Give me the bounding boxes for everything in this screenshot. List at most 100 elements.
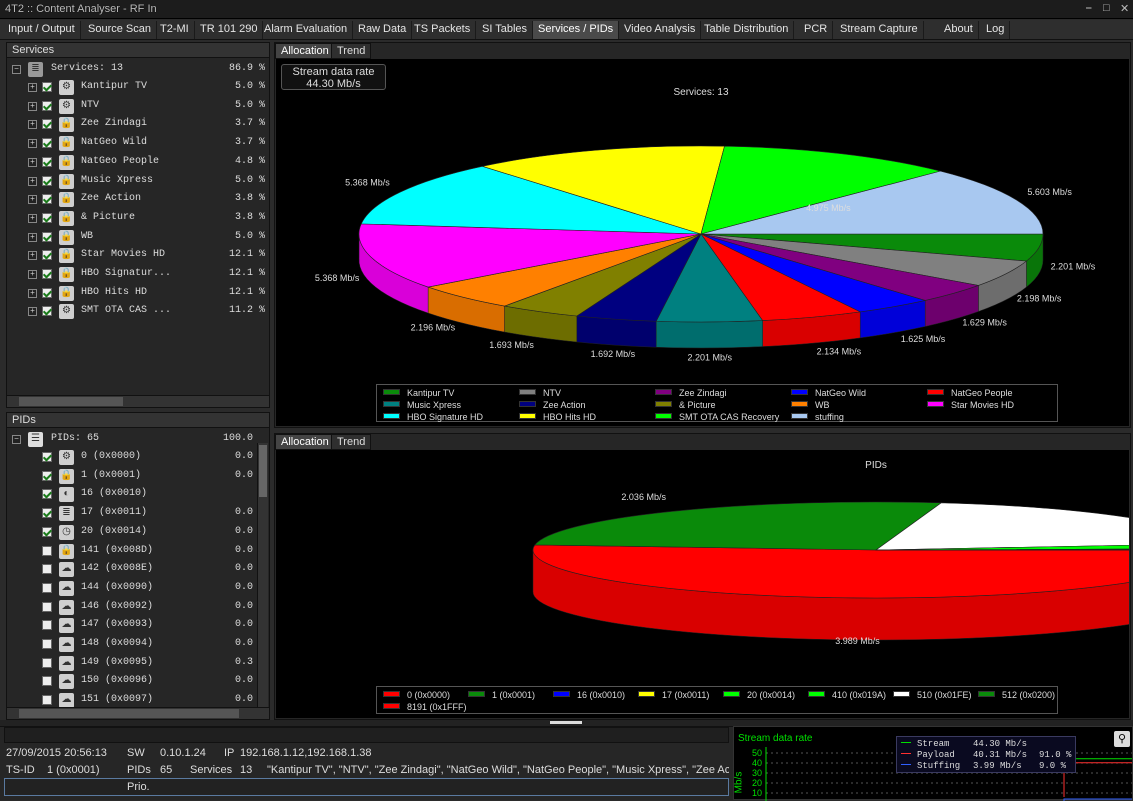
pid-row[interactable]: ≣17 (0x0011)0.0 [7,504,257,522]
collapse-icon[interactable]: − [12,435,21,444]
tab-video-analysis[interactable]: Video Analysis [619,21,701,39]
service-checkbox[interactable] [42,213,52,223]
pid-checkbox[interactable] [42,527,52,537]
pid-row[interactable]: ☁147 (0x0093)0.0 [7,616,257,634]
pie-slice[interactable] [535,502,941,550]
pid-checkbox[interactable] [42,452,52,462]
pid-row[interactable]: ⚙0 (0x0000)0.0 [7,448,257,466]
service-checkbox[interactable] [42,176,52,186]
pid-row[interactable]: ◷20 (0x0014)0.0 [7,523,257,541]
pid-checkbox[interactable] [42,489,52,499]
tab-alarm-evaluation[interactable]: Alarm Evaluation [259,21,353,39]
tab-stream-capture[interactable]: Stream Capture [835,21,924,39]
pid-checkbox[interactable] [42,602,52,612]
expand-icon[interactable]: + [28,83,37,92]
tab-pcr[interactable]: PCR [799,21,833,39]
expand-icon[interactable]: + [28,307,37,316]
expand-icon[interactable]: + [28,177,37,186]
pid-checkbox[interactable] [42,546,52,556]
pid-row[interactable]: ☁148 (0x0094)0.0 [7,635,257,653]
service-checkbox[interactable] [42,288,52,298]
expand-icon[interactable]: + [28,102,37,111]
close-icon[interactable]: ✕ [1120,2,1129,15]
tab-trend-top[interactable]: Trend [331,43,371,59]
pid-row[interactable]: ☁149 (0x0095)0.3 [7,654,257,672]
expand-icon[interactable]: + [28,139,37,148]
pid-checkbox[interactable] [42,471,52,481]
tab-allocation-bottom[interactable]: Allocation [275,434,335,450]
services-hscroll-thumb[interactable] [19,397,123,406]
tab-table-distribution[interactable]: Table Distribution [699,21,794,39]
pids-hscroll-thumb[interactable] [19,709,239,718]
tab-services-pids[interactable]: Services / PIDs [533,21,619,39]
service-checkbox[interactable] [42,82,52,92]
service-checkbox[interactable] [42,101,52,111]
pid-row[interactable]: 🔒1 (0x0001)0.0 [7,467,257,485]
expand-icon[interactable]: + [28,214,37,223]
minimize-icon[interactable]: ⎯ [1086,2,1092,15]
maximize-icon[interactable]: □ [1103,2,1110,14]
pid-checkbox[interactable] [42,676,52,686]
tab-raw-data[interactable]: Raw Data [353,21,412,39]
tab-si-tables[interactable]: SI Tables [477,21,533,39]
service-checkbox[interactable] [42,138,52,148]
tab-ts-packets[interactable]: TS Packets [409,21,476,39]
pids-vscroll-thumb[interactable] [259,445,267,497]
tab-log[interactable]: Log [981,21,1010,39]
tab-source-scan[interactable]: Source Scan [83,21,157,39]
pids-hscrollbar[interactable] [7,707,269,719]
splitter-handle[interactable] [550,721,582,724]
tab-trend-bottom[interactable]: Trend [331,434,371,450]
tab-allocation-top[interactable]: Allocation [275,43,335,59]
pid-checkbox[interactable] [42,583,52,593]
expand-icon[interactable]: + [28,270,37,279]
services-hscrollbar[interactable] [7,395,269,407]
service-checkbox[interactable] [42,269,52,279]
pid-checkbox[interactable] [42,695,52,705]
pids-root-row[interactable]: − ☰ PIDs: 65 100.0 [7,430,257,448]
service-row[interactable]: +🔒HBO Signatur...12.1 % [7,265,269,283]
service-row[interactable]: +⚙SMT OTA CAS ...11.2 % [7,302,269,320]
service-checkbox[interactable] [42,232,52,242]
zoom-icon[interactable]: ⚲ [1114,731,1130,747]
pid-row[interactable]: 🔒141 (0x008D)0.0 [7,542,257,560]
tab-input-output[interactable]: Input / Output [3,21,81,39]
tab-tr-101-290[interactable]: TR 101 290 [195,21,263,39]
pid-row[interactable]: ☁144 (0x0090)0.0 [7,579,257,597]
pid-checkbox[interactable] [42,508,52,518]
expand-icon[interactable]: + [28,289,37,298]
expand-icon[interactable]: + [28,195,37,204]
service-checkbox[interactable] [42,157,52,167]
expand-icon[interactable]: + [28,251,37,260]
pid-row[interactable]: ☁151 (0x0097)0.0 [7,691,257,708]
pid-row[interactable]: ☁150 (0x0096)0.0 [7,672,257,690]
pid-row[interactable]: ◐16 (0x0010) [7,485,257,503]
service-checkbox[interactable] [42,306,52,316]
expand-icon[interactable]: + [28,120,37,129]
pid-row[interactable]: ☁146 (0x0092)0.0 [7,598,257,616]
pid-checkbox[interactable] [42,658,52,668]
service-checkbox[interactable] [42,250,52,260]
tab-t2-mi[interactable]: T2-MI [155,21,195,39]
pids-vscrollbar[interactable] [257,443,268,708]
service-checkbox[interactable] [42,119,52,129]
expand-icon[interactable]: + [28,233,37,242]
tab-about[interactable]: About [939,21,979,39]
pid-checkbox[interactable] [42,564,52,574]
collapse-icon[interactable]: − [12,65,21,74]
services-root-row[interactable]: − ≣ Services: 13 86.9 % [7,60,269,78]
service-checkbox[interactable] [42,194,52,204]
pid-checkbox[interactable] [42,620,52,630]
expand-icon[interactable]: + [28,158,37,167]
